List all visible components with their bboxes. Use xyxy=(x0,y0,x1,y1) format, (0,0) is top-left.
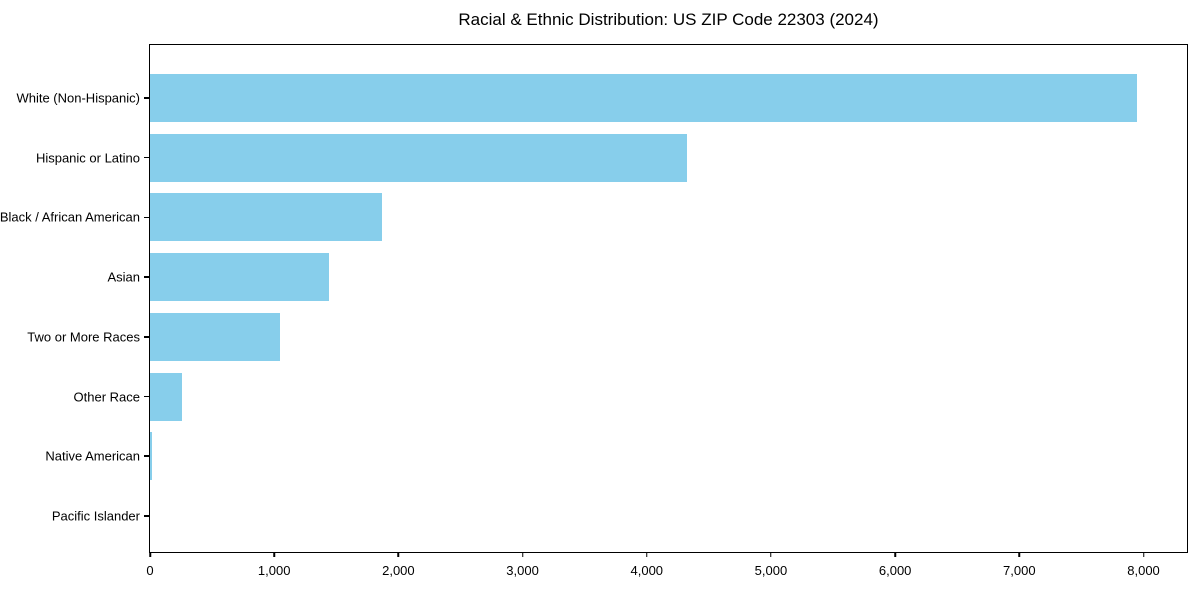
x-tick-mark xyxy=(521,553,524,557)
x-tick-mark xyxy=(646,553,648,557)
bar-other-race xyxy=(150,372,183,421)
bar-two-or-more-races xyxy=(150,312,281,361)
y-tick-label-hispanic-or-latino: Hispanic or Latino xyxy=(35,150,140,166)
y-tick-mark xyxy=(144,455,149,457)
x-tick-label: 2,000 xyxy=(382,563,415,578)
x-tick-label: 3,000 xyxy=(506,563,539,578)
x-tick-label: 6,000 xyxy=(878,563,912,578)
y-tick-mark xyxy=(144,395,149,398)
y-tick-label-pacific-islander: Pacific Islander xyxy=(51,508,140,524)
x-tick-label: 7,000 xyxy=(1003,563,1036,578)
y-tick-mark xyxy=(144,156,149,159)
y-tick-mark xyxy=(144,276,149,278)
x-tick-mark xyxy=(1018,553,1021,557)
x-tick-label: 0 xyxy=(146,563,154,578)
x-tick-mark xyxy=(149,553,151,557)
bar-native-american xyxy=(150,432,153,481)
y-tick-mark xyxy=(144,216,149,219)
chart-title: Racial & Ethnic Distribution: US ZIP Cod… xyxy=(458,10,879,29)
x-tick-mark xyxy=(770,553,772,557)
x-tick-label: 5,000 xyxy=(754,563,788,578)
y-tick-label-asian: Asian xyxy=(107,269,140,285)
plot-area: White (Non-Hispanic) Hispanic or Latino Bl… xyxy=(0,44,1188,578)
y-tick-label-black-african-american: Black / African American xyxy=(0,209,140,225)
x-tick-mark xyxy=(894,553,896,557)
bar-hispanic-or-latino xyxy=(150,133,687,182)
y-tick-label-other-race: Other Race xyxy=(73,389,140,404)
x-tick-label: 8,000 xyxy=(1127,563,1160,578)
y-tick-mark xyxy=(144,515,149,517)
y-tick-label-white-non-hispanic: White (Non-Hispanic) xyxy=(16,90,140,106)
x-tick-mark xyxy=(1142,553,1145,557)
bar-white-non-hispanic xyxy=(150,74,1138,122)
y-tick-label-native-american: Native American xyxy=(45,448,140,464)
x-tick-label: 1,000 xyxy=(257,563,291,578)
x-tick-mark xyxy=(273,553,275,557)
y-tick-mark xyxy=(144,336,149,338)
y-tick-mark xyxy=(144,97,149,99)
bar-black-african-american xyxy=(150,193,383,242)
x-tick-label: 4,000 xyxy=(630,563,664,578)
bar-asian xyxy=(150,253,329,302)
x-tick-mark xyxy=(397,553,400,557)
y-tick-label-two-or-more-races: Two or More Races xyxy=(27,329,140,345)
